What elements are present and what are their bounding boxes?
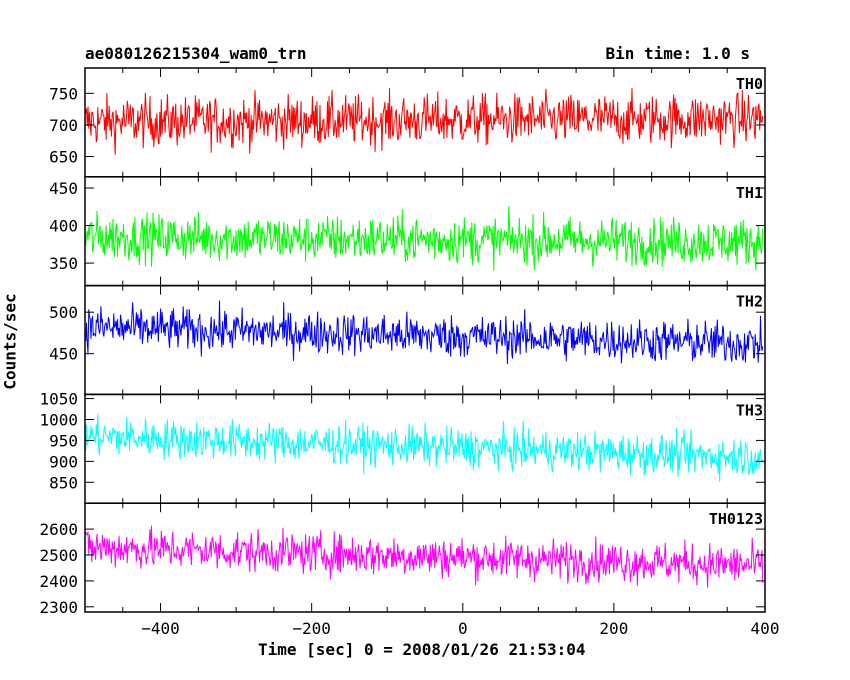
panel-frame-th2 bbox=[84, 284, 766, 396]
series-th0123 bbox=[85, 525, 764, 588]
series-th0 bbox=[85, 87, 764, 155]
y-tick-label: 750 bbox=[49, 84, 78, 103]
y-tick-label: 1050 bbox=[39, 390, 78, 409]
x-tick-label: 400 bbox=[751, 619, 780, 638]
panel-label-th0: TH0 bbox=[736, 75, 763, 93]
x-axis-label: Time [sec] 0 = 2008/01/26 21:53:04 bbox=[258, 640, 586, 659]
series-th2 bbox=[85, 300, 764, 365]
bin-time-label: Bin time: 1.0 s bbox=[605, 44, 751, 63]
y-tick-label: 350 bbox=[49, 254, 78, 273]
y-tick-label: 700 bbox=[49, 116, 78, 135]
y-tick-label: 400 bbox=[49, 217, 78, 236]
y-tick-label: 2300 bbox=[39, 598, 78, 617]
y-tick-label: 850 bbox=[49, 473, 78, 492]
y-tick-label: 650 bbox=[49, 148, 78, 167]
panel-label-th1: TH1 bbox=[736, 184, 763, 202]
x-tick-label: 200 bbox=[599, 619, 628, 638]
y-tick-label: 2600 bbox=[39, 520, 78, 539]
panel-label-th0123: TH0123 bbox=[709, 510, 763, 528]
y-tick-label: 450 bbox=[49, 345, 78, 364]
series-th1 bbox=[85, 205, 764, 271]
y-tick-label: 450 bbox=[49, 179, 78, 198]
y-tick-label: 900 bbox=[49, 452, 78, 471]
x-tick-label: 0 bbox=[458, 619, 468, 638]
x-tick-label: −400 bbox=[141, 619, 180, 638]
x-tick-label: −200 bbox=[292, 619, 331, 638]
y-tick-label: 2500 bbox=[39, 546, 78, 565]
chart-title: ae080126215304_wam0_trn bbox=[85, 44, 307, 63]
y-tick-label: 2400 bbox=[39, 572, 78, 591]
panel-label-th2: TH2 bbox=[736, 293, 763, 311]
y-axis-label: Counts/sec bbox=[0, 293, 20, 390]
panel-frame-th0123 bbox=[84, 502, 766, 613]
y-tick-label: 500 bbox=[49, 303, 78, 322]
y-tick-label: 1000 bbox=[39, 411, 78, 430]
series-th3 bbox=[85, 413, 764, 482]
panel-label-th3: TH3 bbox=[736, 401, 763, 419]
y-tick-label: 950 bbox=[49, 431, 78, 450]
